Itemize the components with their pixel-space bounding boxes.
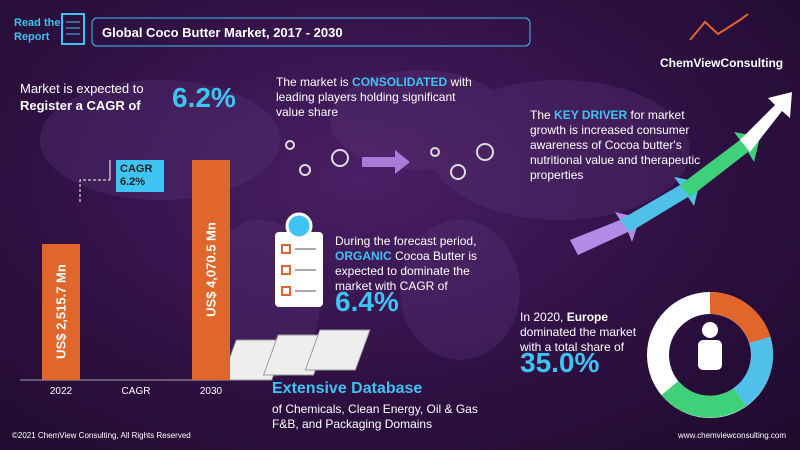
text: In 2020, bbox=[520, 310, 564, 324]
text: Register a CAGR of bbox=[20, 98, 141, 113]
x-tick-label: CAGR bbox=[121, 386, 151, 397]
brand: ChemViewConsulting bbox=[660, 56, 784, 70]
organic-value: 6.4% bbox=[335, 286, 399, 317]
europe-value: 35.0% bbox=[520, 347, 600, 378]
read-the: Read the bbox=[14, 17, 61, 29]
database-text: of Chemicals, Clean Energy, Oil & Gas F&… bbox=[272, 402, 478, 431]
read-report[interactable]: Read the Report bbox=[14, 16, 60, 44]
database-title-wrap: Extensive Database bbox=[272, 380, 422, 398]
value-label: US$ 4,070.5 Mn bbox=[203, 222, 219, 317]
text: with leading players holding significant… bbox=[276, 75, 472, 119]
text: Market is expected to bbox=[20, 81, 144, 96]
bar-chart: CAGR 6.2% 2022 US$ 2,515.7 Mn CAGR 2030 US$ 4… bbox=[0, 0, 260, 400]
highlight: KEY DRIVER bbox=[554, 108, 628, 122]
bar bbox=[192, 160, 230, 380]
text: for market growth is increased consumer … bbox=[530, 108, 701, 182]
highlight: ORGANIC bbox=[335, 249, 392, 263]
consolidated: The market is CONSOLIDATED with leading … bbox=[276, 75, 476, 120]
text: The market is bbox=[276, 75, 349, 89]
cagr-block: Market is expected to Register a CAGR of bbox=[20, 80, 144, 114]
report: Report bbox=[14, 31, 50, 43]
highlight: Europe bbox=[566, 310, 609, 324]
x-tick-label: 2022 bbox=[49, 386, 73, 397]
title: Global Coco Butter Market, 2017 - 2030 bbox=[102, 25, 343, 40]
text: The bbox=[530, 108, 551, 122]
cagr-value: 6.2% bbox=[172, 82, 236, 113]
value-label: US$ 2,515.7 Mn bbox=[53, 264, 69, 359]
europe: In 2020, Europe dominated the market wit… bbox=[520, 310, 640, 378]
text: During the forecast period, bbox=[335, 234, 477, 248]
copyright: ©2021 ChemView Consulting, All Rights Re… bbox=[12, 431, 191, 440]
text: dominated the market with a total share … bbox=[520, 325, 637, 354]
database-title: Extensive Database bbox=[272, 380, 423, 397]
bar bbox=[42, 244, 80, 380]
highlight: CONSOLIDATED bbox=[352, 75, 448, 89]
driver: The KEY DRIVER for market growth is incr… bbox=[530, 108, 720, 183]
website[interactable]: www.chemviewconsulting.com bbox=[678, 431, 787, 440]
text: 6.2% bbox=[120, 176, 146, 188]
text: CAGR bbox=[120, 163, 153, 175]
text: Cocoa Butter is expected to dominate the… bbox=[335, 249, 478, 293]
organic: During the forecast period, ORGANIC Coco… bbox=[335, 234, 495, 317]
x-tick-label: 2030 bbox=[199, 386, 223, 397]
cagr-callout: CAGR 6.2% bbox=[116, 160, 164, 192]
